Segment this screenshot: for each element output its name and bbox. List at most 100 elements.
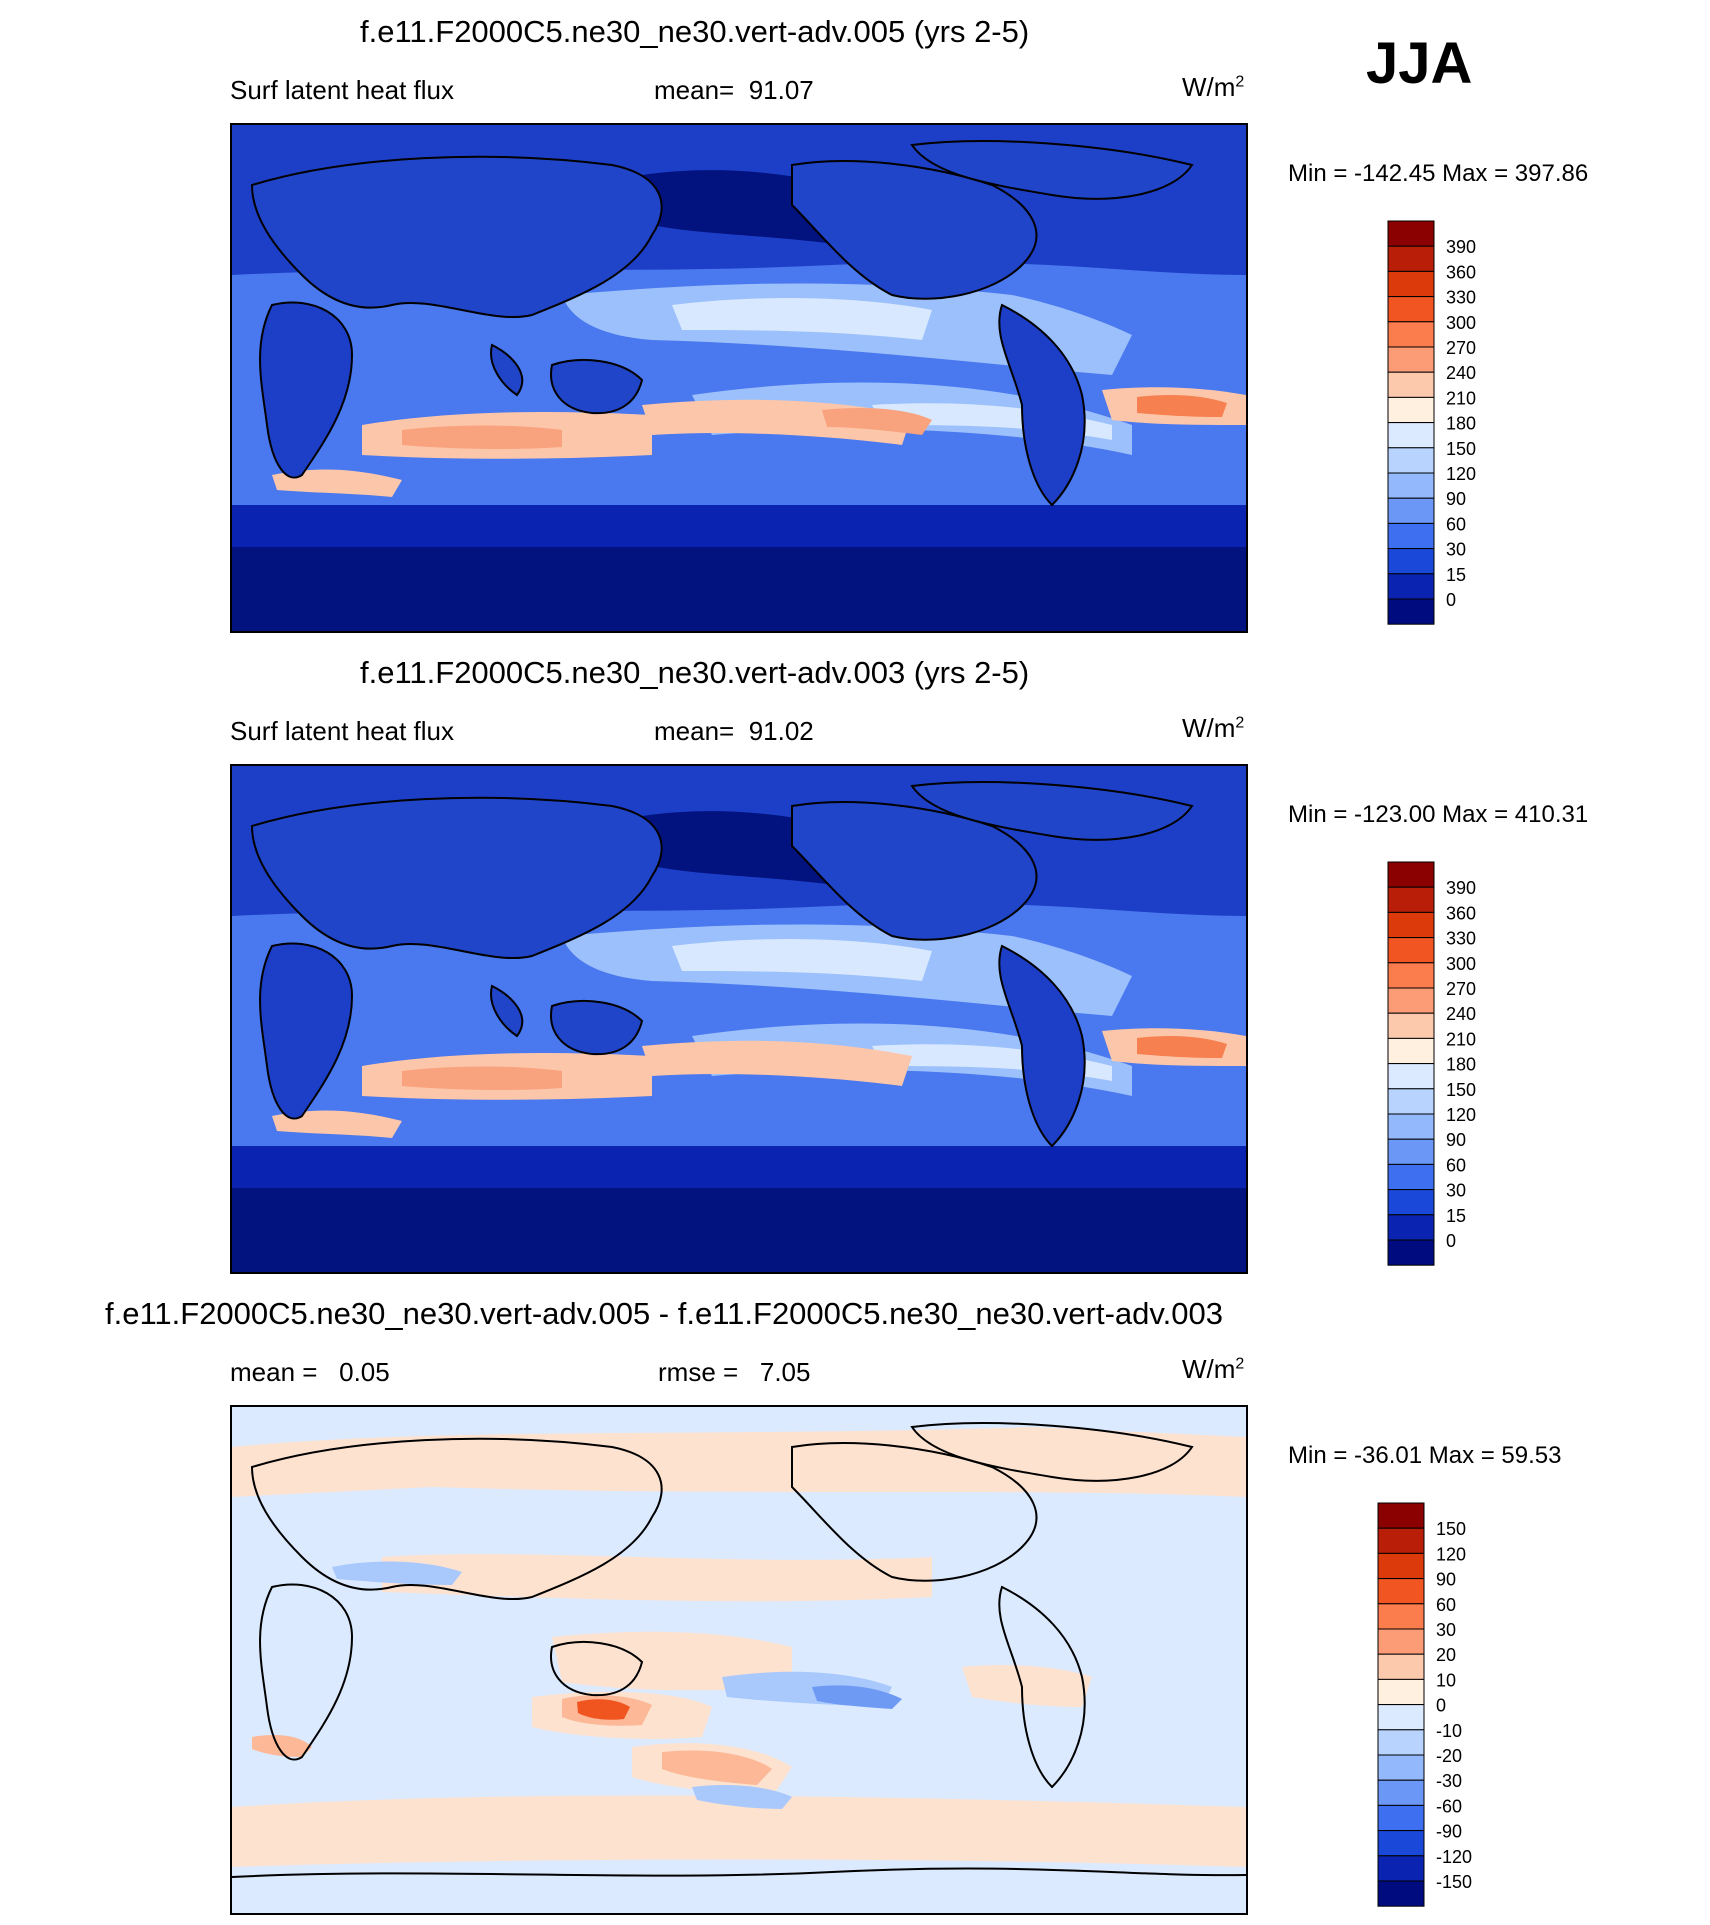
colorbar-tick-label: 300	[1446, 313, 1476, 333]
colorbar-box	[1377, 1628, 1425, 1655]
colorbar-tick-label: 30	[1436, 1620, 1456, 1640]
panel-1-units: W/m2	[1182, 72, 1244, 103]
season-label: JJA	[1366, 31, 1473, 96]
panel-1-title: f.e11.F2000C5.ne30_ne30.vert-adv.005 (yr…	[360, 14, 1030, 49]
colorbar-box	[1377, 1804, 1425, 1832]
panel-3-minmax: Min = -36.01 Max = 59.53	[1288, 1442, 1562, 1469]
colorbar-box	[1387, 937, 1435, 964]
colorbar-tick-label: 0	[1446, 1231, 1456, 1251]
colorbar-box	[1387, 1063, 1435, 1090]
colorbar-box	[1377, 1704, 1425, 1731]
colorbar-tick-label: 330	[1446, 288, 1476, 308]
panel-2-title: f.e11.F2000C5.ne30_ne30.vert-adv.003 (yr…	[360, 655, 1030, 690]
colorbar-box	[1387, 220, 1435, 247]
colorbar-box	[1387, 396, 1435, 424]
panel-3-rmse-stat: rmse = 7.05	[658, 1357, 810, 1388]
colorbar-box	[1387, 1037, 1435, 1065]
panel-3-units-base: W/m	[1182, 1354, 1236, 1384]
colorbar-tick-label: 90	[1446, 489, 1466, 509]
panel-2-units: W/m2	[1182, 713, 1244, 744]
colorbar-box	[1387, 371, 1435, 398]
colorbar-tick-label: 30	[1446, 540, 1466, 560]
colorbar-box	[1387, 1012, 1435, 1039]
colorbar-tick-label: 0	[1446, 590, 1456, 610]
colorbar-box	[1387, 573, 1435, 600]
colorbar-box	[1387, 1214, 1435, 1241]
colorbar-tick-label: 270	[1446, 979, 1476, 999]
panel-3-units-exp: 2	[1235, 1355, 1245, 1373]
colorbar-tick-label: 60	[1436, 1595, 1456, 1615]
colorbar-tick-label: 30	[1446, 1181, 1466, 1201]
colorbar-tick-label: 210	[1446, 1029, 1476, 1049]
panel-3-map-svg	[232, 1407, 1246, 1913]
colorbar-tick-label: 10	[1436, 1670, 1456, 1690]
colorbar-box	[1387, 497, 1435, 524]
panel-3-mean-label: mean =	[230, 1357, 318, 1387]
colorbar-tick-label: 180	[1446, 414, 1476, 434]
colorbar-tick-label: 300	[1446, 954, 1476, 974]
colorbar-box	[1387, 911, 1435, 939]
colorbar-tick-label: 150	[1436, 1519, 1466, 1539]
colorbar-box	[1387, 1163, 1435, 1191]
panel-2-units-exp: 2	[1235, 714, 1245, 732]
colorbar-box	[1387, 1113, 1435, 1140]
panel-3-mean-value: 0.05	[339, 1357, 390, 1387]
colorbar-box	[1377, 1502, 1425, 1529]
colorbar-box	[1387, 886, 1435, 913]
panel-3-rmse-value: 7.05	[759, 1357, 811, 1387]
colorbar-tick-label: 120	[1446, 464, 1476, 484]
colorbar-tick-label: 180	[1446, 1055, 1476, 1075]
panel-2-map	[230, 764, 1248, 1274]
colorbar-box	[1387, 1088, 1435, 1115]
colorbar-box	[1377, 1779, 1425, 1806]
colorbar-box	[1387, 1239, 1435, 1266]
panel-2-units-base: W/m	[1182, 713, 1236, 743]
panel-1-map	[230, 123, 1248, 633]
colorbar-box	[1377, 1729, 1425, 1756]
colorbar-box	[1377, 1855, 1425, 1882]
colorbar-box	[1377, 1880, 1425, 1907]
colorbar-tick-label: 210	[1446, 388, 1476, 408]
panel-3-rmse-label: rmse =	[658, 1357, 739, 1387]
panel-3-map	[230, 1405, 1248, 1915]
colorbar-tick-label: 90	[1446, 1130, 1466, 1150]
colorbar-box	[1387, 861, 1435, 888]
colorbar-box	[1387, 422, 1435, 449]
panel-1-mean-label: mean=	[654, 75, 735, 105]
colorbar-box	[1377, 1653, 1425, 1680]
panel-2-map-svg	[232, 766, 1246, 1272]
panel-3-units: W/m2	[1182, 1354, 1244, 1385]
colorbar-box	[1377, 1754, 1425, 1781]
colorbar-tick-label: 15	[1446, 1206, 1466, 1226]
panel-2-mean-value: 91.02	[748, 716, 814, 746]
panel-1-variable-label: Surf latent heat flux	[230, 75, 455, 105]
colorbar-box	[1387, 346, 1435, 373]
panel-3-mean-stat: mean = 0.05	[230, 1357, 390, 1388]
colorbar-box	[1377, 1552, 1425, 1580]
colorbar-box	[1387, 321, 1435, 348]
colorbar-box	[1387, 472, 1435, 499]
panel-1-mean-value: 91.07	[748, 75, 814, 105]
panel-3-colorbar: 150 120 90 60 30 20 10 0 -10 -20 -30 -60 -90 -120 -150	[1377, 1502, 1508, 1913]
panel-2-variable-label: Surf latent heat flux	[230, 716, 455, 746]
panel-2-mean-label: mean=	[654, 716, 735, 746]
colorbar-box	[1377, 1527, 1425, 1554]
colorbar-tick-label: -30	[1436, 1771, 1462, 1791]
panel-2-colorbar: 390 360 330 300 270 240 210 180 150 120 90 60 30 15 0	[1387, 861, 1508, 1272]
colorbar-tick-label: 360	[1446, 903, 1476, 923]
colorbar-box	[1387, 522, 1435, 550]
colorbar-box	[1387, 1189, 1435, 1216]
panel-2-minmax: Min = -123.00 Max = 410.31	[1288, 801, 1589, 828]
colorbar-tick-label: 270	[1446, 338, 1476, 358]
colorbar-tick-label: 60	[1446, 1155, 1466, 1175]
panel-1-mean-stat: mean= 91.07	[654, 75, 814, 106]
colorbar-tick-label: 240	[1446, 363, 1476, 383]
colorbar-tick-label: -90	[1436, 1822, 1462, 1842]
colorbar-box	[1387, 245, 1435, 272]
colorbar-box	[1387, 548, 1435, 575]
colorbar-box	[1387, 270, 1435, 298]
colorbar-tick-label: -60	[1436, 1796, 1462, 1816]
colorbar-tick-label: -120	[1436, 1847, 1472, 1867]
panel-1-units-base: W/m	[1182, 72, 1236, 102]
colorbar-tick-label: 390	[1446, 878, 1476, 898]
